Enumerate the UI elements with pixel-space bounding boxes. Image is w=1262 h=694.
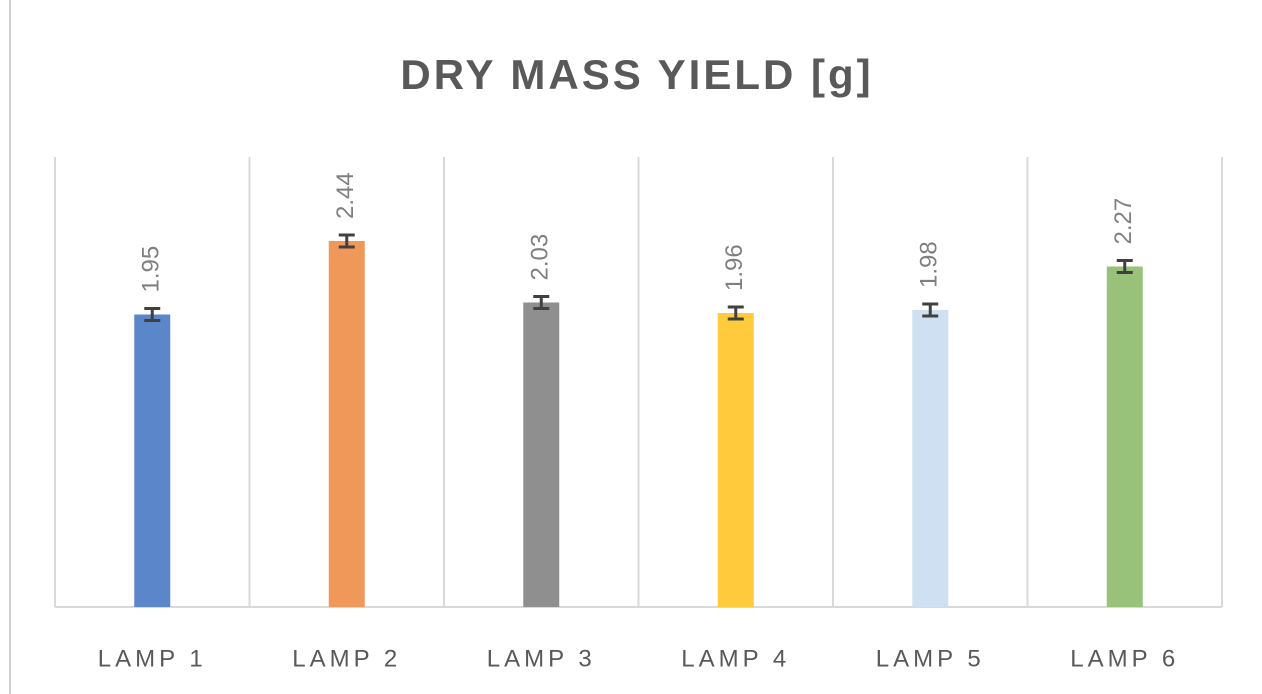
- value-label: 2.27: [1110, 198, 1137, 245]
- x-tick-label: LAMP 5: [876, 645, 985, 672]
- chart-title: DRY MASS YIELD [g]: [400, 51, 873, 98]
- x-tick-label: LAMP 1: [98, 645, 207, 672]
- bar: [717, 313, 754, 607]
- value-label: 1.98: [916, 241, 943, 288]
- value-label: 2.44: [332, 172, 359, 219]
- x-tick-label: LAMP 4: [681, 645, 790, 672]
- error-bar: [922, 302, 939, 318]
- bar: [134, 314, 171, 607]
- x-tick-label: LAMP 3: [487, 645, 596, 672]
- bar: [1106, 266, 1143, 607]
- error-bar: [533, 295, 550, 310]
- x-tick-label: LAMP 2: [292, 645, 401, 672]
- error-bar: [144, 307, 161, 322]
- error-bar: [727, 305, 744, 321]
- bar: [328, 241, 365, 607]
- bar: [912, 310, 949, 607]
- x-tick-label: LAMP 6: [1070, 645, 1179, 672]
- value-label: 2.03: [527, 234, 554, 281]
- bar: [523, 302, 560, 607]
- value-label: 1.95: [138, 246, 165, 293]
- value-label: 1.96: [721, 244, 748, 291]
- error-bar: [1116, 259, 1133, 274]
- error-bar: [338, 233, 355, 249]
